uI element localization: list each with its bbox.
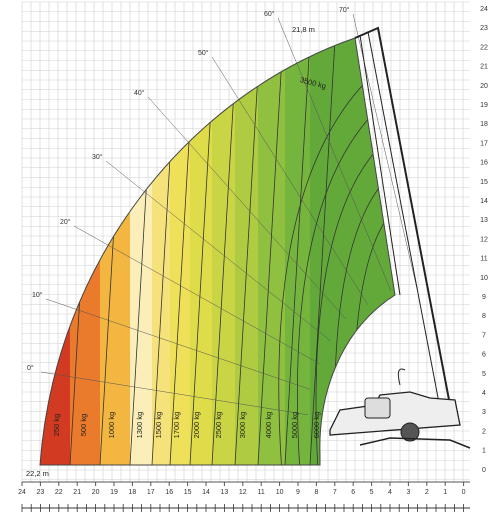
zone-border (284, 39, 311, 465)
y-axis-label: 3 (482, 409, 486, 416)
angle-label: 40° (134, 89, 145, 97)
x-axis-label: 4 (388, 489, 392, 496)
x-axis-label: 13 (221, 489, 229, 496)
angle-label: 60° (264, 10, 275, 18)
y-axis-label: 16 (480, 160, 488, 167)
y-axis-label: 14 (480, 198, 488, 205)
y-axis-label: 23 (480, 25, 488, 32)
y-axis-label: 2 (482, 428, 486, 435)
x-axis-label: 6 (351, 489, 355, 496)
angle-line (45, 298, 310, 390)
crane (329, 26, 471, 449)
angle-line (73, 225, 320, 364)
angle-label: 30° (92, 153, 103, 161)
x-axis-label: 22 (55, 489, 63, 496)
y-axis-label: 7 (482, 332, 486, 339)
angle-line (277, 17, 392, 291)
x-axis-label: 19 (110, 489, 118, 496)
y-axis-label: 6 (482, 352, 486, 359)
load-label: 1500 kg (154, 412, 163, 439)
y-axis-label: 4 (482, 390, 486, 397)
angle-label: 50° (198, 49, 209, 57)
zone-border (211, 39, 238, 465)
angle-label: 10° (32, 291, 43, 299)
load-label: 1700 kg (172, 412, 181, 439)
y-axis-label: 18 (480, 121, 488, 128)
x-axis-label: 20 (92, 489, 100, 496)
y-axis-label: 22 (480, 44, 488, 51)
envelope (39, 37, 396, 466)
x-axis-label: 11 (258, 489, 265, 496)
load-label: 3000 kg (238, 412, 247, 439)
load-label: 500 kg (79, 414, 88, 437)
y-axis-label: 13 (480, 217, 488, 224)
load-label: 1000 kg (107, 412, 116, 439)
y-axis-label: 19 (480, 102, 488, 109)
y-axis-label: 11 (480, 256, 487, 263)
load-label: 1300 kg (135, 412, 144, 439)
x-axis-label: 23 (37, 489, 45, 496)
x-axis-label: 17 (147, 489, 155, 496)
x-axis-label: 9 (296, 489, 300, 496)
x-axis-label: 10 (276, 489, 284, 496)
x-axis-label: 15 (184, 489, 192, 496)
load-label: 2000 kg (192, 412, 201, 439)
y-axis-label: 20 (480, 83, 488, 90)
zone-border (257, 39, 284, 465)
x-axis-label: 24 (18, 489, 26, 496)
angle-line (211, 56, 369, 305)
x-axis-label: 8 (314, 489, 318, 496)
load-label: 4000 kg (264, 412, 273, 439)
x-axis-label: 2 (425, 489, 429, 496)
x-axis-label: 21 (73, 489, 81, 496)
y-axis-label: 5 (482, 371, 486, 378)
zone-border (234, 39, 261, 465)
load-label: 2500 kg (214, 412, 223, 439)
angle-label: 20° (60, 218, 71, 226)
y-axis-label: 0 (482, 467, 486, 474)
zone-border (309, 39, 336, 465)
y-axis-label: 21 (480, 64, 488, 71)
angle-line (147, 96, 346, 319)
x-axis-label: 7 (333, 489, 337, 496)
y-axis-label: 1 (482, 448, 486, 455)
x-axis-label: 0 (462, 489, 466, 496)
y-axis-label: 8 (482, 313, 486, 320)
y-axis-label: 24 (480, 6, 488, 13)
x-axis-label: 12 (239, 489, 247, 496)
zone (235, 38, 259, 465)
zone (212, 38, 236, 465)
y-axis-label: 15 (480, 179, 488, 186)
load-label: 5000 kg (290, 412, 299, 439)
y-axis-label: 9 (482, 294, 486, 301)
angle-line (40, 371, 309, 416)
y-axis-label: 17 (480, 140, 488, 147)
angle-line (105, 160, 331, 342)
height-label: 21,8 m (292, 25, 315, 34)
angle-label: 0° (27, 364, 34, 372)
zone (190, 38, 213, 465)
y-axis-label: 10 (480, 275, 488, 282)
x-axis-label: 1 (443, 489, 447, 496)
reach-label: 22,2 m (26, 469, 49, 478)
x-axis-label: 18 (129, 489, 137, 496)
x-axis-label: 5 (370, 489, 374, 496)
x-axis-label: 14 (202, 489, 210, 496)
load-label: 6000 kg (312, 412, 321, 439)
x-axis-label: 3 (406, 489, 410, 496)
x-axis-label: 16 (165, 489, 173, 496)
y-axis-label: 12 (480, 236, 488, 243)
angle-label: 70° (339, 6, 350, 14)
angle-lines: 0° 10° 20° 30° 40° 50° 60° 70° (27, 6, 418, 416)
load-label: 250 kg (52, 414, 61, 437)
